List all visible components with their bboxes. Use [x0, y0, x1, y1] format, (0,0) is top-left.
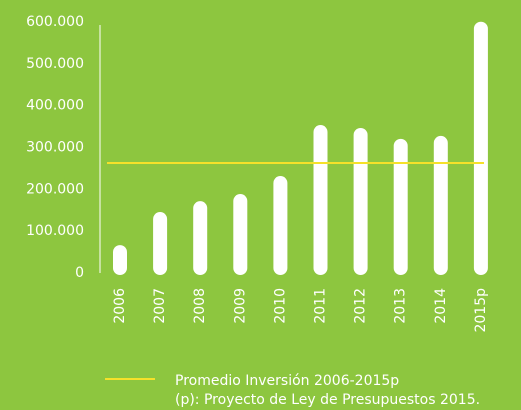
x-tick-label: 2007	[152, 288, 168, 324]
x-tick-label: 2011	[313, 288, 329, 324]
y-tick-label: 400.000	[26, 98, 84, 114]
bar	[233, 194, 248, 275]
bar	[393, 138, 408, 275]
y-tick-label: 600.000	[26, 14, 84, 30]
x-tick-label: 2012	[353, 288, 369, 324]
x-tick-label: 2013	[393, 288, 409, 324]
x-tick-label: 2010	[272, 288, 288, 324]
bar	[473, 21, 488, 276]
x-tick-label: 2009	[232, 288, 248, 324]
x-tick-label: 2014	[433, 288, 449, 324]
bar	[113, 245, 127, 275]
legend-label: Promedio Inversión 2006-2015p	[175, 373, 399, 389]
bar	[433, 135, 448, 275]
y-tick-label: 300.000	[26, 140, 84, 156]
y-tick-label: 200.000	[26, 181, 84, 197]
x-tick-label: 2015p	[473, 288, 489, 333]
y-tick-label: 0	[75, 265, 84, 281]
x-tick-label: 2006	[112, 288, 128, 324]
bar	[313, 125, 328, 275]
bar	[193, 201, 208, 275]
x-tick-label: 2008	[192, 288, 208, 324]
bar	[273, 176, 288, 275]
bar	[153, 212, 168, 275]
y-tick-label: 500.000	[26, 56, 84, 72]
note: (p): Proyecto de Ley de Presupuestos 201…	[175, 392, 480, 408]
y-tick-label: 100.000	[26, 223, 84, 239]
bar	[353, 127, 368, 275]
